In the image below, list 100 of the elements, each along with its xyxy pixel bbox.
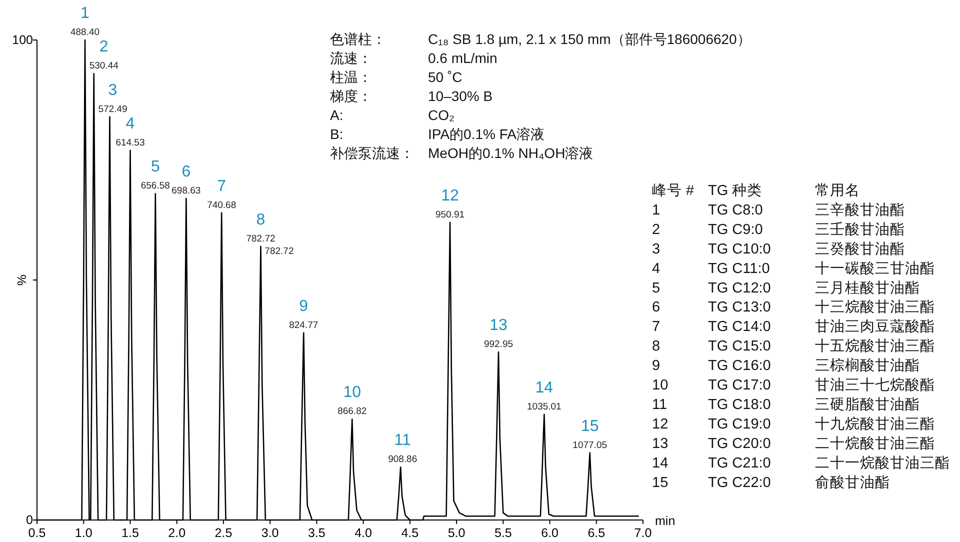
annotation: 补偿泵流速： [330,145,414,161]
text: 十三烷酸甘油三酯 [815,298,935,316]
text: TG 种类 [708,182,762,199]
annotation: A: [330,107,344,123]
text: TG C14:0 [708,319,771,336]
annotation: B: [330,126,344,142]
text: 常用名 [815,182,860,199]
x-tick-label: 6.0 [541,526,558,540]
x-tick-label: 4.0 [354,526,372,540]
x-tick-label: 5.5 [494,526,512,540]
text: 6 [652,300,660,316]
x-tick-label: 2.0 [168,526,186,540]
text: 三硬脂酸甘油酯 [815,396,920,413]
annotation: CO₂ [428,107,454,123]
annotation: 柱温： [330,69,372,85]
x-tick-label: 5.0 [448,526,466,540]
text: 15 [652,474,668,491]
annotation: 992.95 [484,339,514,350]
text: TG C18:0 [708,396,771,413]
annotation: 4 [126,115,135,132]
text: TG C17:0 [708,378,771,394]
annotation: 梯度： [329,88,372,104]
text: 三月桂酸甘油酯 [815,279,920,296]
text: TG C11:0 [708,260,770,277]
text: 二十一烷酸甘油三酯 [815,454,950,472]
annotation: MeOH的0.1% NH₄OH溶液 [428,145,594,161]
annotation: 11 [394,432,412,450]
x-tick-label: 3.5 [308,526,326,540]
text: 十五烷酸甘油三酯 [815,338,935,355]
text: 4 [652,260,660,277]
annotation: 572.49 [98,104,128,115]
x-axis-title: min [655,514,676,528]
text: TG C13:0 [708,300,771,316]
text: TG C15:0 [708,338,771,355]
annotation: 530.44 [89,60,118,72]
y-axis-title: % [15,274,29,286]
x-tick-label: 3.0 [261,526,279,540]
text: 9 [652,358,660,374]
annotation: C₁₈ SB 1.8 µm, 2.1 x 150 mm（部件号186006620） [428,31,751,47]
text: 11 [652,396,668,413]
annotation: 908.86 [388,454,418,466]
text: 5 [652,280,660,296]
text: 8 [652,338,660,355]
annotation: 782.72 [264,246,294,257]
annotation: 12 [441,187,460,204]
annotation: 6 [182,163,191,180]
text: 甘油三十七烷酸酯 [815,376,935,394]
text: 十九烷酸甘油三酯 [815,415,935,432]
text: TG C22:0 [708,474,771,491]
y-tick-label: 0 [26,513,34,527]
annotation: 5 [150,158,160,176]
annotation: 614.53 [116,137,145,148]
y-tick-label: 100 [12,33,34,47]
text: 10 [652,378,668,394]
annotation: 0.6 mL/min [428,50,498,66]
text: 峰号 # [652,182,694,199]
annotation: 8 [256,211,266,228]
annotation: 698.63 [172,185,201,196]
annotation: 1 [80,5,90,22]
text: 十一碳酸三甘油酯 [815,260,935,277]
text: 7 [652,319,660,336]
annotation: 10–30% B [428,88,493,104]
annotation: 2 [99,38,108,56]
text: TG C8:0 [708,202,763,218]
annotation: 782.72 [246,233,276,244]
text: TG C21:0 [708,455,771,472]
text: TG C9:0 [708,222,763,238]
text: 1 [652,202,660,218]
text: 三辛酸甘油酯 [815,201,905,218]
annotation: 1077.05 [572,440,608,451]
text: TG C10:0 [708,241,771,258]
annotation: IPA的0.1% FA溶液 [428,126,544,142]
x-tick-label: 7.0 [634,526,652,540]
annotation: 色谱柱： [330,31,386,47]
annotation: 15 [580,418,599,435]
text: 甘油三肉豆蔻酸酯 [815,318,935,336]
annotation: 10 [343,384,362,402]
x-tick-label: 0.5 [28,526,46,540]
annotation: 488.40 [70,27,100,38]
annotation: 9 [299,298,308,315]
text: TG C20:0 [708,436,771,452]
text: 俞酸甘油酯 [815,474,890,491]
x-tick-label: 4.5 [401,526,419,540]
x-tick-label: 2.5 [214,526,232,540]
annotation: 50 ˚C [428,69,462,85]
annotation: 流速： [330,50,372,66]
text: 3 [652,241,660,258]
text: 三癸酸甘油酯 [815,240,905,258]
text: 二十烷酸甘油三酯 [815,434,935,452]
text: 14 [652,455,668,472]
annotation: 13 [490,317,508,334]
annotation: 14 [535,379,554,396]
text: 三壬酸甘油酯 [815,220,905,238]
annotation: 1035.01 [527,401,562,412]
annotation: 656.58 [140,180,170,192]
annotation: 866.82 [338,406,367,418]
x-tick-label: 1.5 [122,526,139,540]
x-tick-label: 1.0 [74,526,92,540]
annotation: 7 [217,178,226,195]
text: 三棕榈酸甘油酯 [815,357,920,374]
